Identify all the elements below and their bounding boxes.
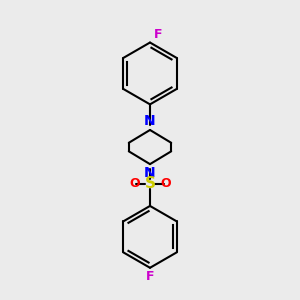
Text: O: O <box>129 177 140 190</box>
Text: N: N <box>144 114 156 128</box>
Text: F: F <box>154 28 162 41</box>
Text: S: S <box>145 176 155 191</box>
Text: N: N <box>144 166 156 180</box>
Text: F: F <box>146 270 154 283</box>
Text: O: O <box>160 177 171 190</box>
